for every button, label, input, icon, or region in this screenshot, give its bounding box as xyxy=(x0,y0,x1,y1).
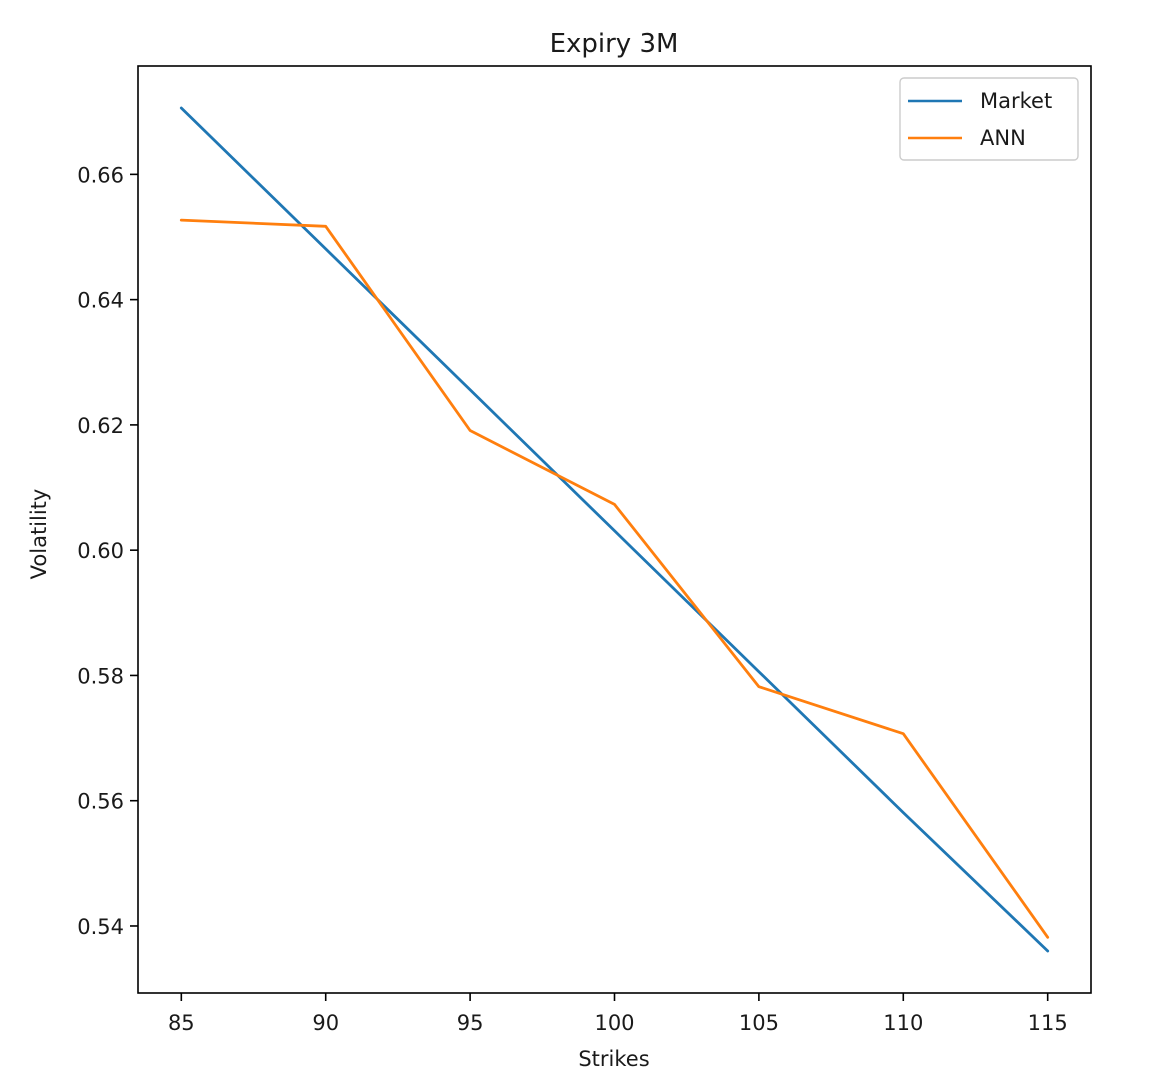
y-tick-label: 0.58 xyxy=(77,664,124,688)
x-tick-label: 100 xyxy=(594,1011,634,1035)
y-tick-label: 0.62 xyxy=(77,414,124,438)
y-tick-label: 0.56 xyxy=(77,790,124,814)
x-tick-label: 90 xyxy=(312,1011,339,1035)
y-axis-label: Volatility xyxy=(27,489,51,580)
legend: Market ANN xyxy=(899,77,1079,161)
series-line-ann xyxy=(179,218,1050,939)
y-axis: 0.54 0.56 0.58 0.60 0.62 0.64 0.66 xyxy=(77,163,138,939)
x-tick-label: 110 xyxy=(883,1011,923,1035)
y-tick-label: 0.54 xyxy=(77,915,124,939)
series-lines xyxy=(179,106,1050,953)
y-tick-label: 0.60 xyxy=(77,539,124,563)
x-tick-label: 85 xyxy=(168,1011,195,1035)
x-tick-label: 115 xyxy=(1028,1011,1068,1035)
x-tick-label: 95 xyxy=(457,1011,484,1035)
x-axis-label: Strikes xyxy=(578,1047,649,1071)
legend-label-ann: ANN xyxy=(980,126,1026,150)
series-line-market xyxy=(179,106,1050,953)
legend-label-market: Market xyxy=(980,89,1052,113)
chart-title: Expiry 3M xyxy=(550,29,679,59)
y-tick-label: 0.64 xyxy=(77,289,124,313)
x-axis: 85 90 95 100 105 110 115 xyxy=(168,993,1068,1035)
y-tick-label: 0.66 xyxy=(77,163,124,187)
legend-box xyxy=(899,77,1079,161)
x-tick-label: 105 xyxy=(739,1011,779,1035)
